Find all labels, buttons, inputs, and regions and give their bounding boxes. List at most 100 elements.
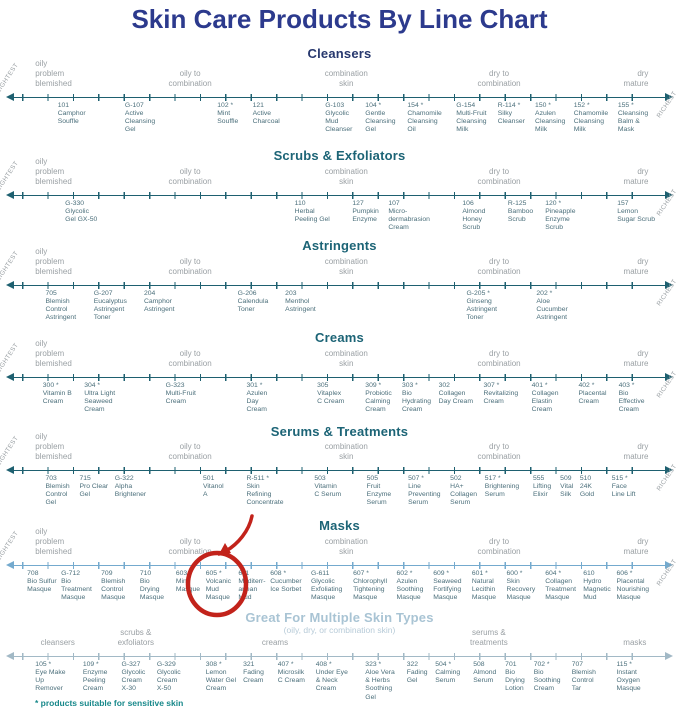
skin-type-label: serums & treatments	[469, 628, 508, 647]
product-code: 157	[617, 200, 629, 207]
product-label: 308 * Lemon Water Gel Cream	[206, 661, 236, 694]
product-label: 120 * Pineapple Enzyme Scrub	[545, 200, 575, 233]
skin-type-label: scrubs & exfoliators	[117, 628, 155, 647]
skin-type-label: oily to combination	[168, 349, 212, 368]
skin-type-label: combination skin	[324, 349, 368, 368]
product-code: 307 *	[483, 382, 500, 389]
product-label: 610 Hydro Magnetic Mud	[583, 570, 611, 603]
product-code: 609 *	[433, 570, 450, 577]
skin-type-label: oily to combination	[168, 167, 212, 186]
product-name: Lemon Water Gel Cream	[205, 669, 237, 693]
section-scrubs-exfoliators: Scrubs & Exfoliators oily problem blemish…	[0, 148, 679, 238]
axis-ticks	[22, 192, 657, 199]
skin-type-label: combination skin	[324, 537, 368, 556]
product-name: Blemish Control Gel	[45, 483, 70, 507]
product-name: Bio Treatment Masque	[61, 578, 92, 602]
axis-arrow-left-icon	[6, 93, 14, 101]
product-code: 115 *	[616, 661, 632, 668]
product-name: Vital Silk	[560, 483, 574, 499]
product-code: 152 *	[573, 102, 590, 109]
product-code: 150 *	[535, 102, 551, 109]
product-code: 607 *	[353, 570, 369, 577]
product-label: 503 Vitamin C Serum	[314, 475, 341, 499]
section-great-for-multiple-skin-types: Great For Multiple Skin Types (oily, dry,…	[0, 610, 679, 722]
product-label: 555 Lifting Elixir	[533, 475, 551, 499]
product-label: 708 Bio Sulfur Masque	[27, 570, 56, 594]
product-name: Skin Refining Concentrate	[246, 483, 284, 507]
product-label: 300 * Vitamin B Cream	[43, 382, 72, 406]
lightest-label: LIGHTEST	[0, 159, 21, 192]
product-code: 608 *	[270, 570, 287, 577]
product-code: 603	[175, 570, 188, 577]
product-axis	[6, 191, 673, 200]
product-label: 702 * Bio Soothing Cream	[534, 661, 561, 694]
skin-type-label: dry to combination	[477, 442, 521, 461]
skin-type-label: oily problem blemished	[35, 339, 72, 368]
product-code: R-125	[507, 200, 527, 207]
product-label: 507 * Line Preventing Serum	[408, 475, 441, 508]
product-label: G-329 Glycolic Cream X-50	[157, 661, 181, 694]
product-name: Bio Effective Cream	[618, 390, 645, 414]
product-code: R-511 *	[246, 475, 270, 482]
section-title: Creams	[315, 330, 364, 345]
product-label: 508 Almond Serum	[473, 661, 496, 685]
skin-type-label: oily problem blemished	[35, 527, 72, 556]
product-code: 321	[243, 661, 255, 668]
product-name: Fading Gel	[406, 669, 428, 685]
product-label: 309 * Probiotic Calming Cream	[365, 382, 391, 415]
section-subtitle: (oily, dry, or combination skin)	[283, 625, 396, 635]
product-label: 604 * Collagen Treatment Masque	[545, 570, 576, 603]
axis-ticks	[22, 282, 657, 289]
product-label: 322 Fading Gel	[407, 661, 428, 685]
product-label: 709 Blemish Control Masque	[101, 570, 125, 603]
product-name: Herbal Peeling Gel	[294, 208, 330, 224]
axis-ticks	[22, 374, 657, 381]
product-name: Glycolic Gel GX-50	[65, 208, 98, 224]
product-name: Bio Hydrating Cream	[401, 390, 432, 414]
product-name: Fruit Enzyme Serum	[366, 483, 392, 507]
skin-type-label: masks	[623, 638, 647, 647]
product-label: G-322 Alpha Brightener	[115, 475, 146, 499]
product-code: 510	[579, 475, 592, 482]
product-label: 304 * Ultra Light Seaweed Cream	[84, 382, 115, 415]
product-code: 515 *	[611, 475, 628, 482]
product-label: 710 Bio Drying Masque	[140, 570, 164, 603]
product-label: G-205 * Ginseng Astringent Toner	[466, 290, 497, 323]
product-name: Glycolic Exfoliating Masque	[310, 578, 343, 602]
product-label: 403 * Bio Effective Cream	[619, 382, 645, 415]
product-label: 121 Active Charcoal	[253, 102, 280, 126]
product-code: 611	[238, 570, 250, 577]
product-label: 203 Menthol Astringent	[285, 290, 316, 314]
product-code: 705	[45, 290, 57, 297]
product-name: Pumpkin Enzyme	[352, 208, 379, 224]
product-label: 505 Fruit Enzyme Serum	[367, 475, 392, 508]
product-label: 101 Camphor Souffle	[58, 102, 86, 126]
product-name: Blemish Control Tar	[571, 669, 596, 693]
product-name: Under Eye & Neck Cream	[315, 669, 348, 693]
product-code: G-330	[65, 200, 85, 207]
product-label: 606 * Placental Nourishing Masque	[617, 570, 650, 603]
product-label: 323 * Aloe Vera & Herbs Soothing Gel	[365, 661, 394, 702]
product-name: Face Line Lift	[611, 483, 636, 499]
product-label: 715 Pro Clear Gel	[79, 475, 108, 499]
product-label: 154 * Chamomile Cleansing Oil	[407, 102, 441, 135]
product-code: 702 *	[533, 661, 550, 668]
product-code: 709	[101, 570, 113, 577]
product-code: 502	[450, 475, 462, 482]
lightest-label: LIGHTEST	[0, 341, 21, 374]
product-label: 106 Almond Honey Scrub	[462, 200, 485, 233]
product-name: Vitaplex C Cream	[317, 390, 345, 406]
product-label: 105 * Eye Make Up Remover	[35, 661, 65, 694]
product-code: 102 *	[217, 102, 234, 109]
product-name: Bamboo Scrub	[507, 208, 534, 224]
product-code: 715	[79, 475, 91, 482]
lightest-label: LIGHTEST	[0, 61, 21, 94]
product-label: G-107 Active Cleansing Gel	[125, 102, 155, 135]
product-code: 121	[252, 102, 264, 109]
product-code: 503	[314, 475, 326, 482]
product-code: 508	[473, 661, 485, 668]
product-label: R-114 * Silky Cleanser	[498, 102, 525, 126]
product-name: Collagen Day Cream	[438, 390, 473, 406]
axis-arrow-right-icon	[665, 373, 673, 381]
product-code: R-114 *	[497, 102, 521, 109]
